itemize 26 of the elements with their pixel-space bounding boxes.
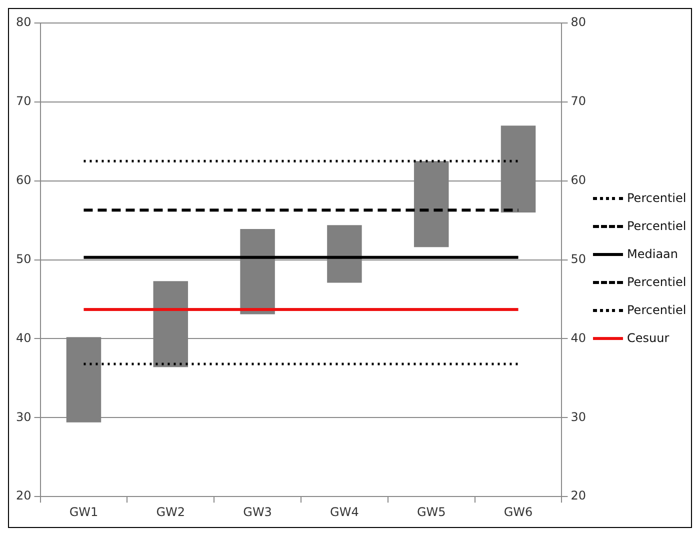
x-tick-label: GW6 [504,504,533,519]
legend-label: Percentiel [627,275,686,289]
y2-tick-label: 70 [570,94,586,108]
legend-label: Percentiel [627,191,686,205]
x-tick-label: GW2 [156,504,186,519]
y-tick-label: 80 [16,15,32,30]
x-tick-label: GW1 [69,504,98,519]
y2-tick-label: 80 [570,15,586,30]
legend-label: Percentiel [627,219,686,233]
y2-tick-label: 20 [570,488,586,503]
y-tick-label: 60 [16,172,32,187]
x-tick-label: GW4 [330,504,359,519]
y2-tick-label: 60 [570,172,586,187]
legend-label: Cesuur [627,331,670,345]
x-tick-label: GW5 [416,504,446,519]
x-tick-label: GW3 [243,504,272,519]
y-tick-label: 50 [16,252,32,266]
y2-tick-label: 50 [570,252,586,266]
legend-label: Percentiel [627,303,686,317]
y-tick-label: 20 [16,488,32,503]
y-tick-label: 70 [16,94,32,108]
y-tick-label: 40 [16,330,32,345]
y-tick-label: 30 [16,410,32,424]
y2-tick-label: 40 [570,330,586,345]
legend-label: Mediaan [627,247,678,261]
y2-tick-label: 30 [570,410,586,424]
